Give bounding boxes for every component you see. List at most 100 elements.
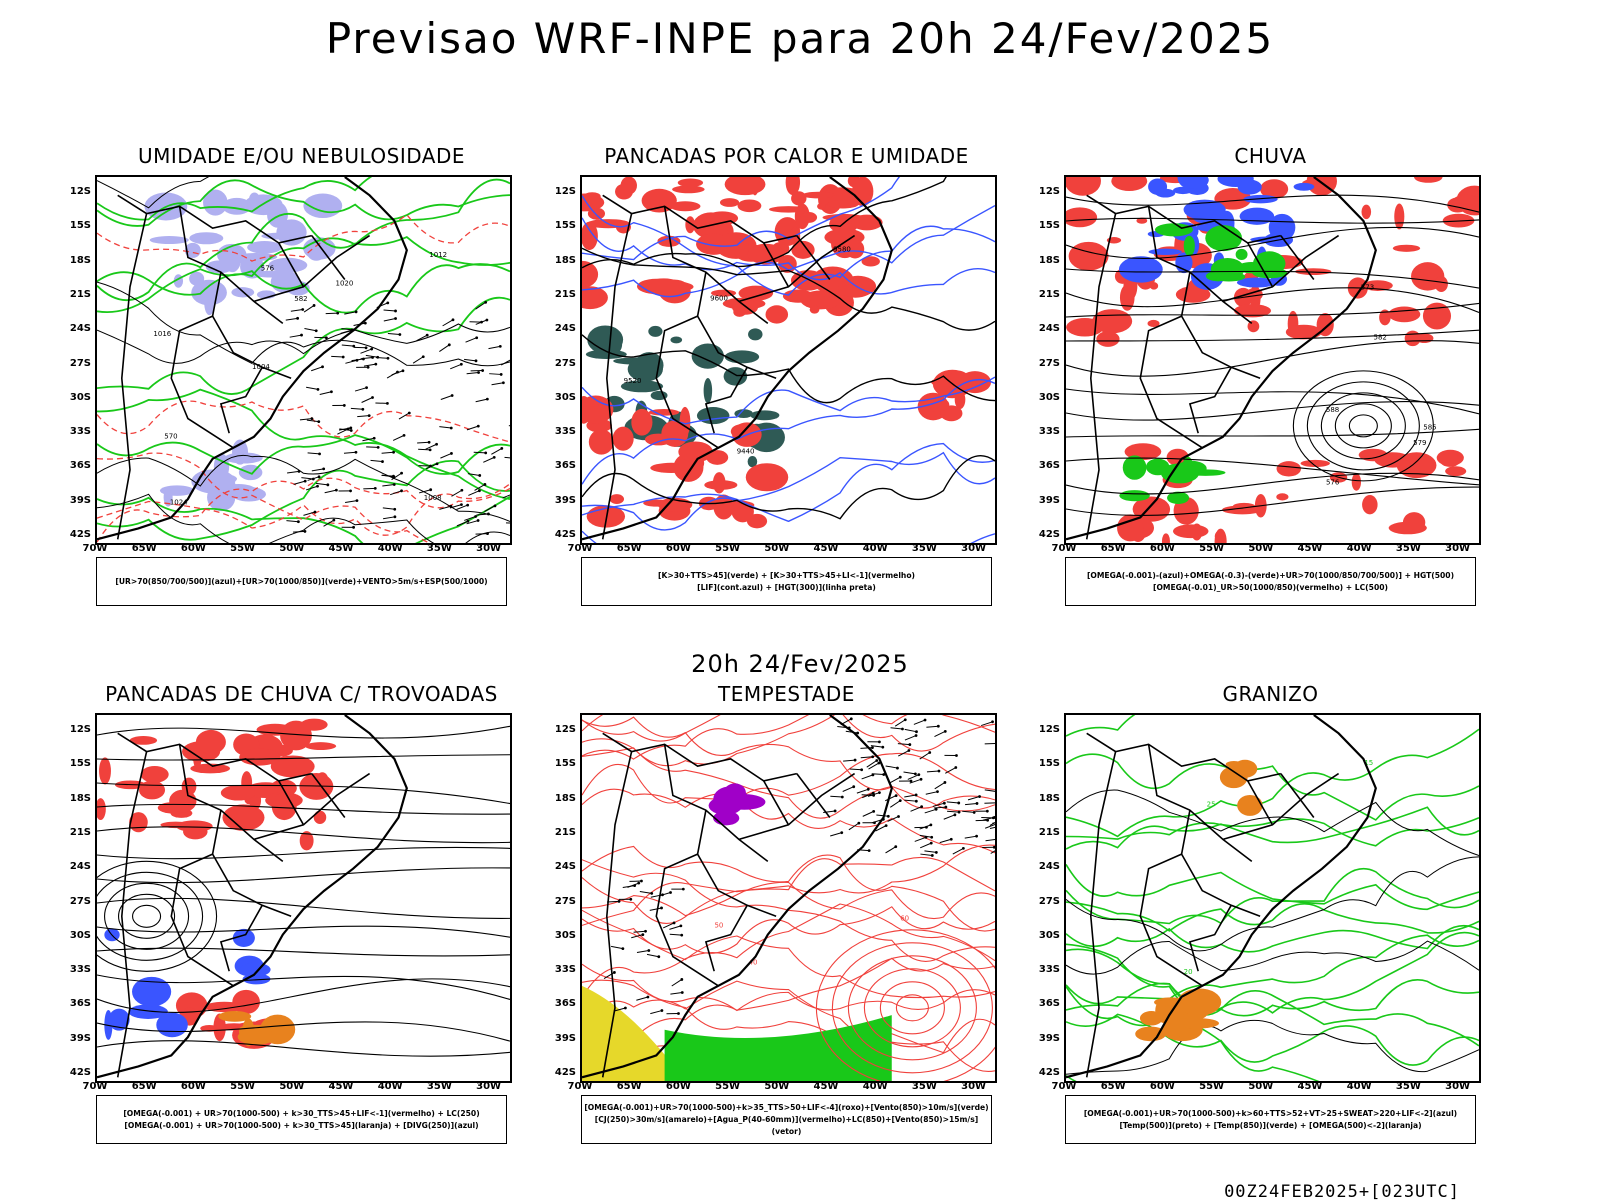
wind-vector-head xyxy=(618,900,621,903)
wind-vector xyxy=(914,720,925,724)
streamline xyxy=(864,969,960,1047)
wind-vector-head xyxy=(920,778,923,781)
wind-vector xyxy=(363,488,375,489)
longitude-label: 35W xyxy=(1390,1081,1426,1092)
field-area xyxy=(631,409,652,436)
wind-vector-head xyxy=(499,345,502,348)
wind-vector-head xyxy=(451,394,454,397)
wind-vector xyxy=(640,891,652,893)
wind-vector xyxy=(360,349,371,353)
latitude-label: 21S xyxy=(1030,827,1060,838)
field-area xyxy=(1066,207,1097,227)
wind-vector xyxy=(627,883,638,887)
wind-vector-head xyxy=(304,530,307,533)
wind-vector-head xyxy=(899,799,902,802)
field-area xyxy=(176,820,213,832)
wind-vector-head xyxy=(403,434,406,437)
field-area xyxy=(1388,306,1420,322)
wind-vector xyxy=(301,478,313,479)
latitude-label: 15S xyxy=(546,220,576,231)
wind-vector-head xyxy=(313,304,316,307)
longitude-label: 70W xyxy=(1046,1081,1082,1092)
wind-vector-head xyxy=(681,991,684,994)
wind-vector xyxy=(886,847,896,853)
wind-vector-head xyxy=(484,483,487,486)
wind-vector-head xyxy=(872,810,875,813)
contour-value-label: 50 xyxy=(714,921,723,929)
wind-vector xyxy=(450,364,461,369)
wind-vector-head xyxy=(318,475,321,478)
wind-vector xyxy=(985,790,995,792)
contour-line xyxy=(582,715,995,731)
field-area xyxy=(1176,1018,1219,1028)
wind-vector-head xyxy=(930,842,933,845)
wind-vector-head xyxy=(486,398,489,401)
wind-vector xyxy=(920,854,932,855)
field-area xyxy=(1414,177,1443,183)
wind-vector-head xyxy=(613,971,616,974)
wind-vector-head xyxy=(624,1007,627,1010)
latitude-label: 15S xyxy=(61,220,91,231)
longitude-label: 45W xyxy=(323,543,359,554)
wind-vector xyxy=(947,811,959,812)
latitude-label: 12S xyxy=(1030,186,1060,197)
panel-legend: [K>30+TTS>45](verde) + [K>30+TTS>45+LI<-… xyxy=(581,557,992,606)
wind-vector xyxy=(915,837,926,841)
longitude-label: 50W xyxy=(1243,543,1279,554)
latitude-label: 12S xyxy=(546,186,576,197)
legend-line: [Temp(500)](preto) + [Temp(850)](verde) … xyxy=(1066,1120,1475,1132)
wind-vector xyxy=(325,490,337,493)
wind-vector xyxy=(669,926,680,930)
wind-vector-head xyxy=(907,749,910,752)
wind-vector xyxy=(344,452,356,453)
field-area xyxy=(150,236,189,244)
field-area xyxy=(587,325,623,353)
latitude-label: 12S xyxy=(61,186,91,197)
field-area xyxy=(1069,242,1109,271)
field-area xyxy=(649,409,679,416)
streamline xyxy=(97,872,203,960)
field-area xyxy=(1184,236,1195,256)
streamline xyxy=(1335,404,1391,448)
wind-vector xyxy=(308,453,320,454)
latitude-label: 39S xyxy=(1030,1033,1060,1044)
wind-vector xyxy=(304,328,316,330)
wind-vector-head xyxy=(477,425,480,428)
field-area xyxy=(1162,533,1170,543)
wind-vector-head xyxy=(349,490,352,493)
longitude-label: 55W xyxy=(710,1081,746,1092)
longitude-label: 60W xyxy=(1144,1081,1180,1092)
wind-vector xyxy=(484,506,495,512)
contour-value-label: 1020 xyxy=(336,279,354,287)
wind-vector-head xyxy=(834,810,837,813)
wind-vector-head xyxy=(477,371,480,374)
field-area xyxy=(1361,205,1371,219)
wind-vector-head xyxy=(367,366,370,369)
wind-vector-head xyxy=(915,734,918,737)
contour-value-label: 25 xyxy=(1207,800,1216,808)
legend-line: [UR>70(850/700/500)](azul)+[UR>70(1000/8… xyxy=(97,576,506,588)
wind-vector-head xyxy=(840,831,843,834)
wind-vector xyxy=(345,501,357,503)
field-area xyxy=(221,785,256,800)
longitude-label: 70W xyxy=(1046,543,1082,554)
field-area xyxy=(1445,466,1466,476)
country-border xyxy=(1087,752,1116,1078)
wind-vector-head xyxy=(314,511,317,514)
contour-value-label: 9600 xyxy=(710,294,728,302)
wind-vector-head xyxy=(975,835,978,838)
wind-vector-head xyxy=(349,426,352,429)
wind-vector xyxy=(457,521,468,526)
wind-vector xyxy=(992,820,995,823)
latitude-label: 36S xyxy=(546,460,576,471)
field-area xyxy=(746,463,788,491)
wind-vector-head xyxy=(467,520,470,523)
longitude-label: 50W xyxy=(274,543,310,554)
field-area xyxy=(1403,512,1425,533)
wind-vector-head xyxy=(394,310,397,313)
wind-vector xyxy=(647,954,659,956)
wind-vector-head xyxy=(682,888,685,891)
contour-line xyxy=(582,748,995,818)
latitude-label: 36S xyxy=(61,998,91,1009)
